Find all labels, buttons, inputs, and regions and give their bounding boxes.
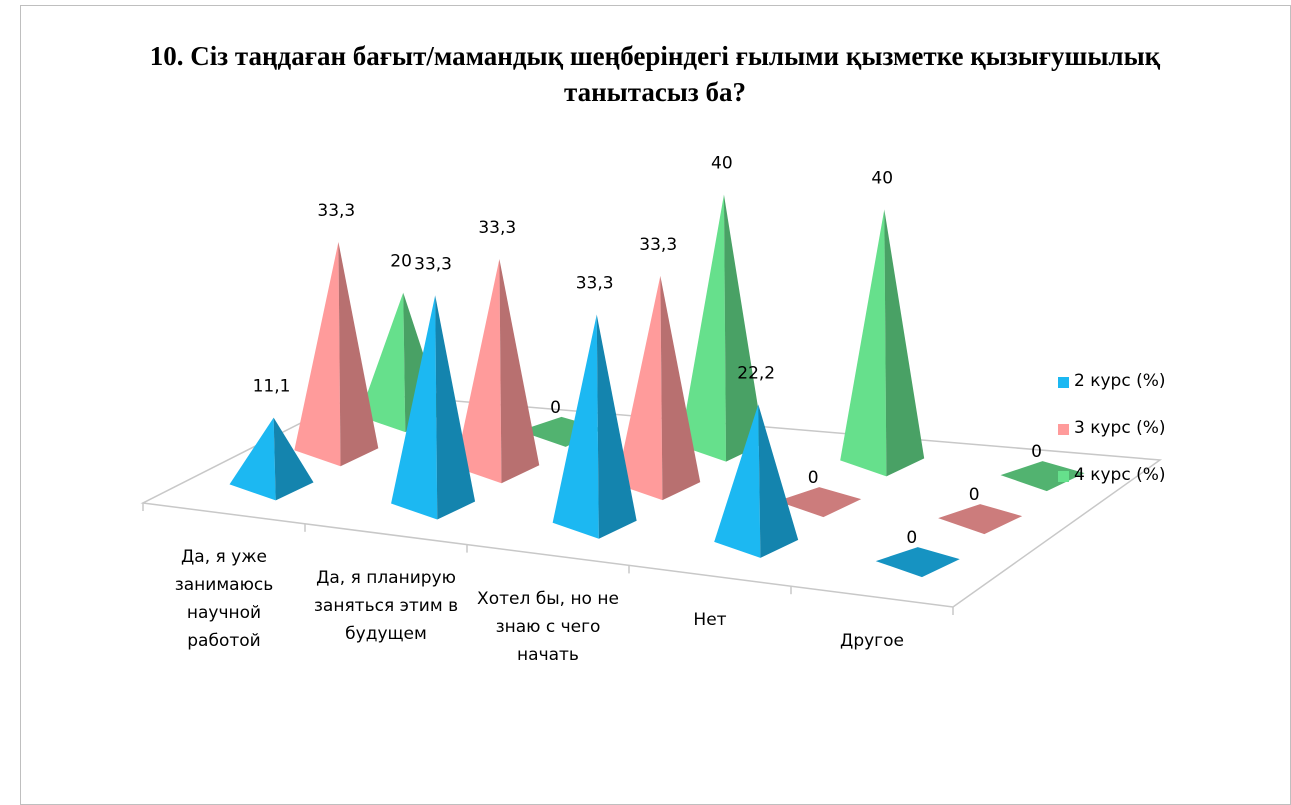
pyramid-face xyxy=(723,194,764,462)
x-tick-label: Хотел бы, но не знаю с чего начать xyxy=(477,589,619,665)
pyramid-face xyxy=(455,258,502,484)
pyramid xyxy=(455,258,540,484)
x-tick-label: Да, я планирую заняться этим в будущем xyxy=(313,568,459,645)
legend-label: 3 курс (%) xyxy=(1074,418,1166,438)
data-label: 40 xyxy=(711,154,733,174)
legend-swatch xyxy=(1058,471,1069,482)
legend-swatch xyxy=(1058,424,1069,435)
data-label: 11,1 xyxy=(253,377,291,397)
pyramid-face xyxy=(596,314,637,539)
data-label: 33,3 xyxy=(576,273,614,293)
pyramid-face xyxy=(679,194,727,462)
data-label: 0 xyxy=(808,468,819,488)
x-tick-label: Да, я уже занимаюсь научной работой xyxy=(174,547,274,652)
pyramid-face xyxy=(338,241,379,467)
x-tick-label: Нет xyxy=(693,609,727,630)
legend-label: 4 курс (%) xyxy=(1074,465,1166,485)
pyramid-face xyxy=(499,258,540,484)
pyramid-base xyxy=(777,487,862,518)
data-label: 33,3 xyxy=(639,235,677,255)
pyramid-face xyxy=(660,275,701,501)
pyramid-face xyxy=(840,209,887,477)
pyramid-face xyxy=(552,314,599,539)
pyramid-face xyxy=(616,275,663,501)
floor xyxy=(140,392,1163,608)
data-label: 0 xyxy=(906,528,917,548)
pyramid xyxy=(777,487,862,518)
data-label: 33,3 xyxy=(414,254,452,274)
pyramid-face xyxy=(714,404,761,558)
data-label: 20 xyxy=(390,252,412,272)
pyramid xyxy=(875,547,960,578)
data-label: 0 xyxy=(1031,442,1042,462)
data-label: 33,3 xyxy=(317,201,355,221)
legend-swatch xyxy=(1058,377,1069,388)
pyramid xyxy=(679,194,764,462)
pyramid xyxy=(552,314,637,539)
pyramid xyxy=(840,209,925,477)
data-label: 22,2 xyxy=(737,363,775,383)
pyramid-face xyxy=(229,417,276,501)
pyramid-face xyxy=(359,292,406,433)
pyramid-face xyxy=(758,404,799,558)
pyramid xyxy=(616,275,701,501)
pyramid xyxy=(714,404,799,558)
chart-title: 10. Сіз таңдаған бағыт/мамандық шеңберін… xyxy=(149,41,1161,107)
pyramid xyxy=(229,417,314,501)
pyramid-face xyxy=(884,209,925,477)
data-label: 40 xyxy=(871,168,893,188)
pyramid xyxy=(294,241,379,467)
pyramid-face xyxy=(273,417,314,501)
pyramid xyxy=(391,295,476,520)
x-tick-label: Другое xyxy=(840,630,904,651)
pyramid-base xyxy=(1000,461,1085,492)
pyramid xyxy=(938,504,1023,535)
legend-label: 2 курс (%) xyxy=(1074,371,1166,391)
pyramid xyxy=(1000,461,1085,492)
data-label: 0 xyxy=(550,398,561,418)
pyramid-base xyxy=(938,504,1023,535)
data-label: 33,3 xyxy=(478,218,516,238)
pyramid-face xyxy=(391,295,438,520)
pyramid-face xyxy=(294,241,341,467)
pyramid-face xyxy=(435,295,476,520)
data-label: 0 xyxy=(969,485,980,505)
pyramid-base xyxy=(875,547,960,578)
